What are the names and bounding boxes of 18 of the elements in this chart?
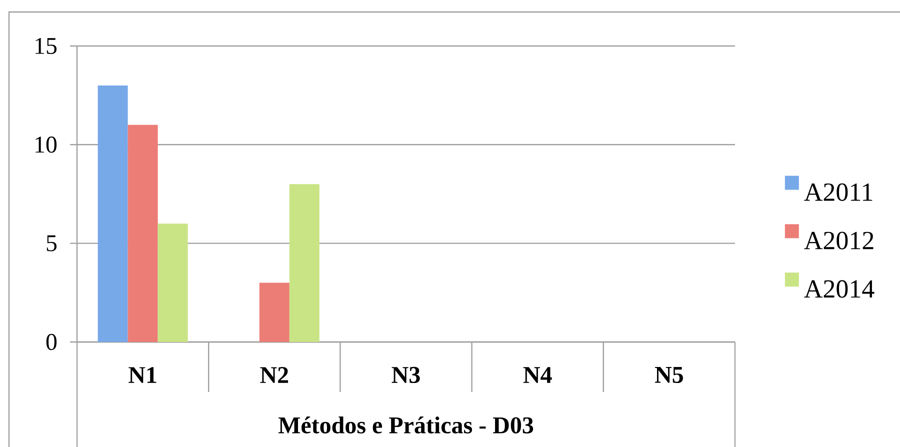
y-tick-label: 0: [46, 334, 57, 350]
bar: [98, 85, 128, 342]
x-tick-label: N1: [128, 367, 156, 383]
x-tick-label: N4: [523, 367, 552, 383]
bar: [128, 124, 158, 342]
bar: [158, 224, 188, 342]
y-tick-label: 15: [36, 38, 57, 54]
x-tick-label: N2: [260, 367, 288, 383]
x-tick-label: N3: [392, 366, 420, 384]
legend-label: A2012: [804, 232, 874, 250]
x-axis-title: Métodos e Práticas - D03: [278, 416, 534, 434]
x-tick-label: N5: [654, 367, 683, 383]
legend-label: A2014: [804, 280, 874, 298]
legend-label: A2011: [804, 183, 872, 201]
y-tick-label: 5: [46, 235, 57, 252]
bar: [289, 184, 320, 342]
bar: [259, 282, 290, 342]
y-tick-label: 10: [36, 136, 57, 153]
